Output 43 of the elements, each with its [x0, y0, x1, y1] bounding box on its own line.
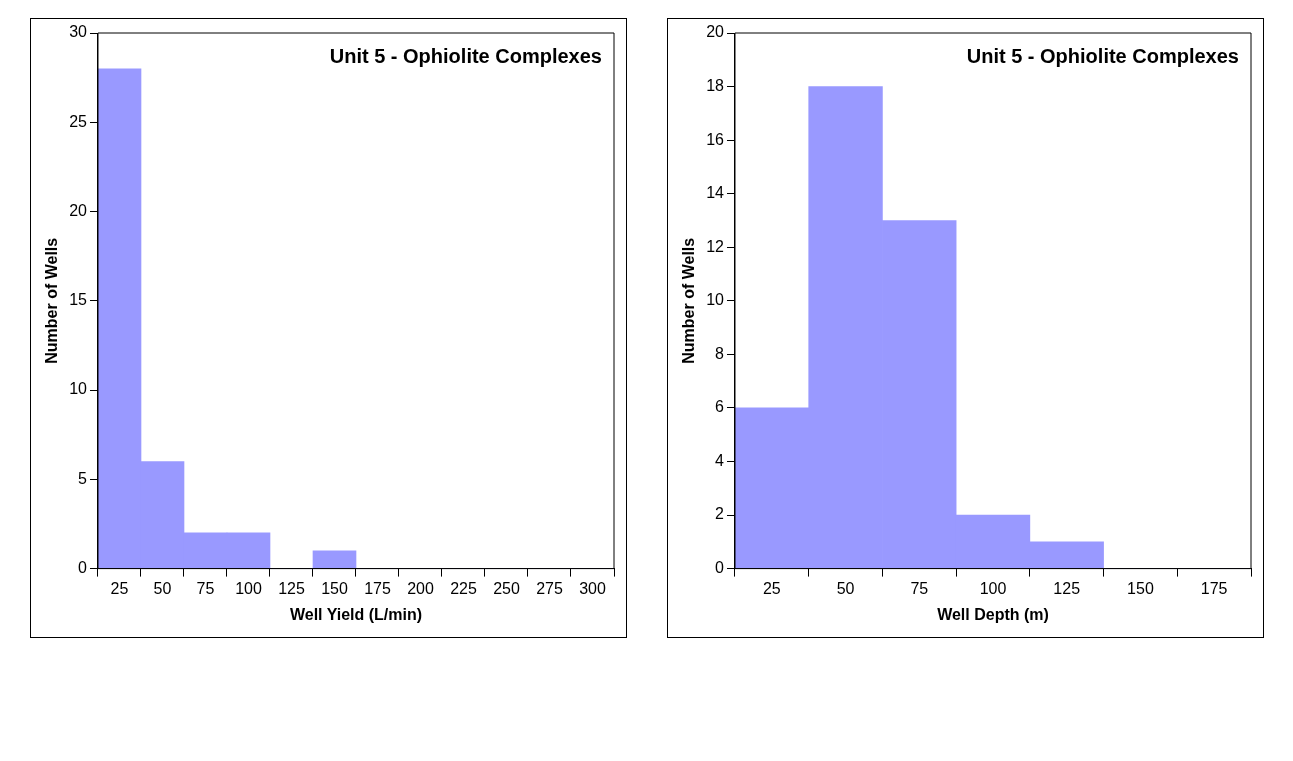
x-tick-label: 75 — [910, 579, 929, 597]
y-tick-label: 14 — [706, 184, 725, 202]
y-tick-label: 4 — [715, 451, 725, 469]
y-tick-label: 15 — [69, 291, 88, 309]
x-tick-label: 150 — [321, 579, 348, 597]
y-tick-label: 2 — [715, 505, 725, 523]
x-tick-label: 125 — [278, 579, 305, 597]
y-tick-label: 8 — [715, 344, 725, 362]
x-tick-label: 200 — [407, 579, 434, 597]
text: Unit 5 - Ophiolite Complexes — [966, 44, 1239, 67]
x-tick-label: 175 — [364, 579, 391, 597]
x-tick-label: 300 — [579, 579, 606, 597]
y-tick-label: 18 — [706, 76, 725, 94]
x-tick-label: 150 — [1127, 579, 1154, 597]
y-tick-label: 20 — [706, 23, 725, 41]
x-tick-label: 250 — [493, 579, 520, 597]
x-axis-title: Well Yield (L/min) — [289, 605, 423, 623]
y-tick-label: 12 — [706, 237, 725, 255]
x-tick-label: 100 — [235, 579, 262, 597]
y-tick-label: 10 — [706, 291, 725, 309]
x-tick-label: 225 — [450, 579, 477, 597]
y-tick-label: 20 — [69, 201, 88, 219]
y-tick-label: 10 — [69, 380, 88, 398]
y-tick-label: 6 — [715, 398, 725, 416]
x-tick-label: 100 — [979, 579, 1007, 597]
x-tick-label: 275 — [536, 579, 563, 597]
text: Unit 5 - Ophiolite Complexes — [329, 44, 602, 67]
y-tick-label: 0 — [78, 559, 88, 577]
y-tick-label: 16 — [706, 130, 725, 148]
y-tick-label: 30 — [69, 23, 88, 41]
x-tick-label: 175 — [1200, 579, 1228, 597]
y-axis-title: Number of Wells — [43, 237, 61, 364]
y-tick-label: 0 — [715, 559, 725, 577]
x-axis-title: Well Depth (m) — [937, 605, 1049, 623]
x-tick-label: 25 — [762, 579, 781, 597]
x-tick-label: 50 — [836, 579, 855, 597]
y-tick-label: 25 — [69, 112, 88, 130]
y-tick-label: 5 — [78, 469, 88, 487]
y-axis-title: Number of Wells — [680, 237, 698, 364]
x-tick-label: 50 — [153, 579, 172, 597]
x-tick-label: 25 — [110, 579, 129, 597]
x-tick-label: 125 — [1053, 579, 1081, 597]
x-tick-label: 75 — [196, 579, 215, 597]
